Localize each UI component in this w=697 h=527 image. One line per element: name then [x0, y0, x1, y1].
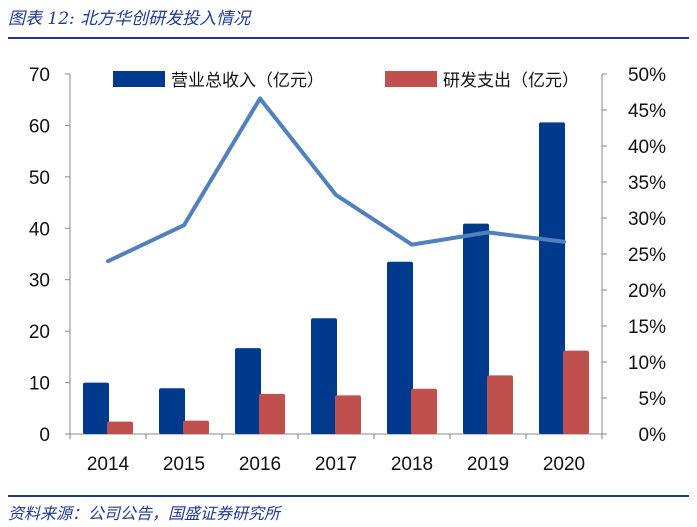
right-axis-tick-label: 10%	[628, 353, 666, 374]
revenue-bar	[463, 223, 489, 434]
revenue-bar	[159, 388, 185, 434]
revenue-bar	[83, 382, 109, 434]
x-axis-category-label: 2015	[163, 454, 205, 475]
revenue-bar	[235, 348, 261, 434]
x-axis-category-label: 2017	[315, 454, 357, 475]
rd-expense-bar	[183, 420, 209, 434]
title-rule	[8, 37, 689, 39]
right-axis-tick-label: 35%	[628, 173, 666, 194]
left-axis-tick-label: 20	[29, 322, 50, 343]
right-axis-tick-label: 30%	[628, 209, 666, 230]
x-axis-category-label: 2019	[467, 454, 509, 475]
right-axis-tick-label: 25%	[628, 245, 666, 266]
rd-expense-bar	[107, 421, 133, 434]
legend-rd-expense-swatch	[385, 71, 437, 87]
revenue-bar	[311, 318, 337, 434]
left-axis-tick-label: 0	[39, 425, 50, 446]
right-axis-tick-label: 40%	[628, 137, 666, 158]
right-axis-tick-label: 20%	[628, 281, 666, 302]
x-axis-category-label: 2014	[87, 454, 130, 475]
rd-ratio-line	[106, 96, 566, 264]
revenue-bar	[387, 261, 413, 434]
rd-expense-bar	[411, 388, 437, 434]
left-axis-tick-label: 60	[29, 116, 50, 137]
left-axis-tick-label: 10	[29, 374, 50, 395]
source-rule	[8, 495, 689, 497]
left-axis-tick-label: 30	[29, 271, 50, 292]
right-axis-tick-label: 50%	[628, 65, 666, 86]
x-axis-category-label: 2020	[543, 454, 585, 475]
x-axis-category-label: 2018	[391, 454, 433, 475]
rd-expense-bar	[563, 350, 589, 434]
right-axis-tick-label: 45%	[628, 101, 666, 122]
source-note: 资料来源：公司公告，国盛证券研究所	[8, 504, 281, 523]
x-axis-category-label: 2016	[239, 454, 281, 475]
left-axis-tick-label: 40	[29, 219, 50, 240]
rd-expense-bar	[259, 393, 285, 434]
left-axis-tick-label: 70	[29, 65, 50, 86]
legend-revenue-swatch	[113, 71, 165, 87]
right-axis-tick-label: 5%	[639, 389, 667, 410]
chart-title: 图表 12: 北方华创研发投入情况	[8, 9, 251, 29]
legend-rd-expense-label: 研发支出（亿元）	[443, 71, 579, 90]
legend-revenue-label: 营业总收入（亿元）	[171, 71, 324, 90]
rd-expense-bar	[487, 375, 513, 434]
revenue-bar	[539, 122, 565, 434]
right-axis-tick-label: 15%	[628, 317, 666, 338]
left-axis-tick-label: 50	[29, 168, 50, 189]
right-axis-tick-label: 0%	[639, 425, 667, 446]
rd-expense-bar	[335, 395, 361, 434]
